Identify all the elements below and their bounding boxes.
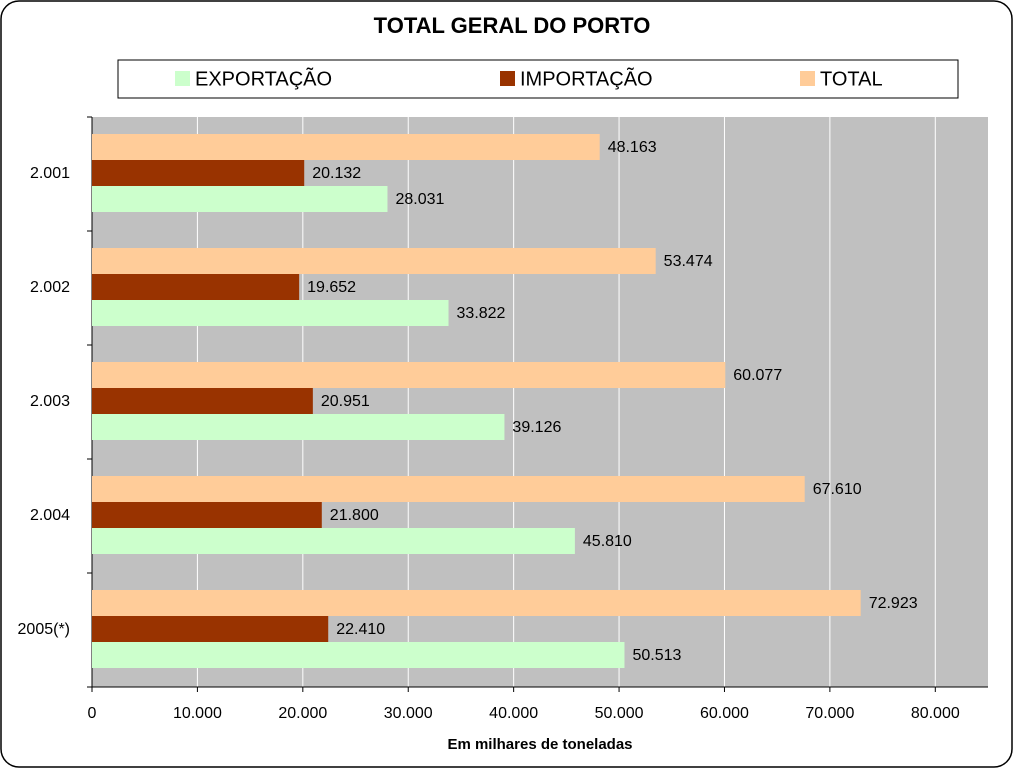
data-label: 20.951 <box>321 393 370 410</box>
y-tick-label: 2.004 <box>30 507 70 524</box>
bar <box>92 274 300 300</box>
x-tick-label: 50.000 <box>595 705 644 722</box>
bar <box>92 362 726 388</box>
bar <box>92 642 625 668</box>
chart-title: TOTAL GERAL DO PORTO <box>374 13 651 38</box>
bar <box>92 476 805 502</box>
bar <box>92 134 600 160</box>
legend-swatch <box>800 71 815 86</box>
y-tick-label: 2.001 <box>30 165 70 182</box>
y-tick-label: 2.003 <box>30 393 70 410</box>
bar <box>92 248 656 274</box>
data-label: 53.474 <box>664 253 713 270</box>
bar <box>92 388 313 414</box>
data-label: 28.031 <box>395 191 444 208</box>
legend-label: TOTAL <box>820 68 883 90</box>
legend-swatch <box>175 71 190 86</box>
data-label: 72.923 <box>869 595 918 612</box>
bar <box>92 502 322 528</box>
y-tick-label: 2005(*) <box>18 621 70 638</box>
x-tick-label: 70.000 <box>805 705 854 722</box>
x-tick-label: 40.000 <box>489 705 538 722</box>
data-label: 39.126 <box>512 419 561 436</box>
data-label: 20.132 <box>312 165 361 182</box>
data-label: 21.800 <box>330 507 379 524</box>
bar <box>92 414 505 440</box>
bar <box>92 616 329 642</box>
data-label: 19.652 <box>307 279 356 296</box>
data-label: 48.163 <box>608 139 657 156</box>
y-tick-label: 2.002 <box>30 279 70 296</box>
data-label: 50.513 <box>632 647 681 664</box>
x-axis-label: Em milhares de toneladas <box>447 736 632 753</box>
data-label: 60.077 <box>733 367 782 384</box>
bar <box>92 160 305 186</box>
x-tick-label: 10.000 <box>173 705 222 722</box>
x-tick-label: 30.000 <box>384 705 433 722</box>
legend-box <box>117 59 959 99</box>
data-label: 22.410 <box>336 621 385 638</box>
x-tick-label: 60.000 <box>700 705 749 722</box>
bar <box>92 590 861 616</box>
bar <box>92 186 388 212</box>
data-label: 45.810 <box>583 533 632 550</box>
legend-swatch <box>500 71 515 86</box>
legend-label: EXPORTAÇÃO <box>195 66 332 90</box>
data-label: 67.610 <box>813 481 862 498</box>
x-tick-label: 20.000 <box>278 705 327 722</box>
data-label: 33.822 <box>457 305 506 322</box>
legend-label: IMPORTAÇÃO <box>520 66 653 90</box>
bar <box>92 300 449 326</box>
x-tick-label: 80.000 <box>911 705 960 722</box>
bar <box>92 528 575 554</box>
x-tick-label: 0 <box>88 705 97 722</box>
